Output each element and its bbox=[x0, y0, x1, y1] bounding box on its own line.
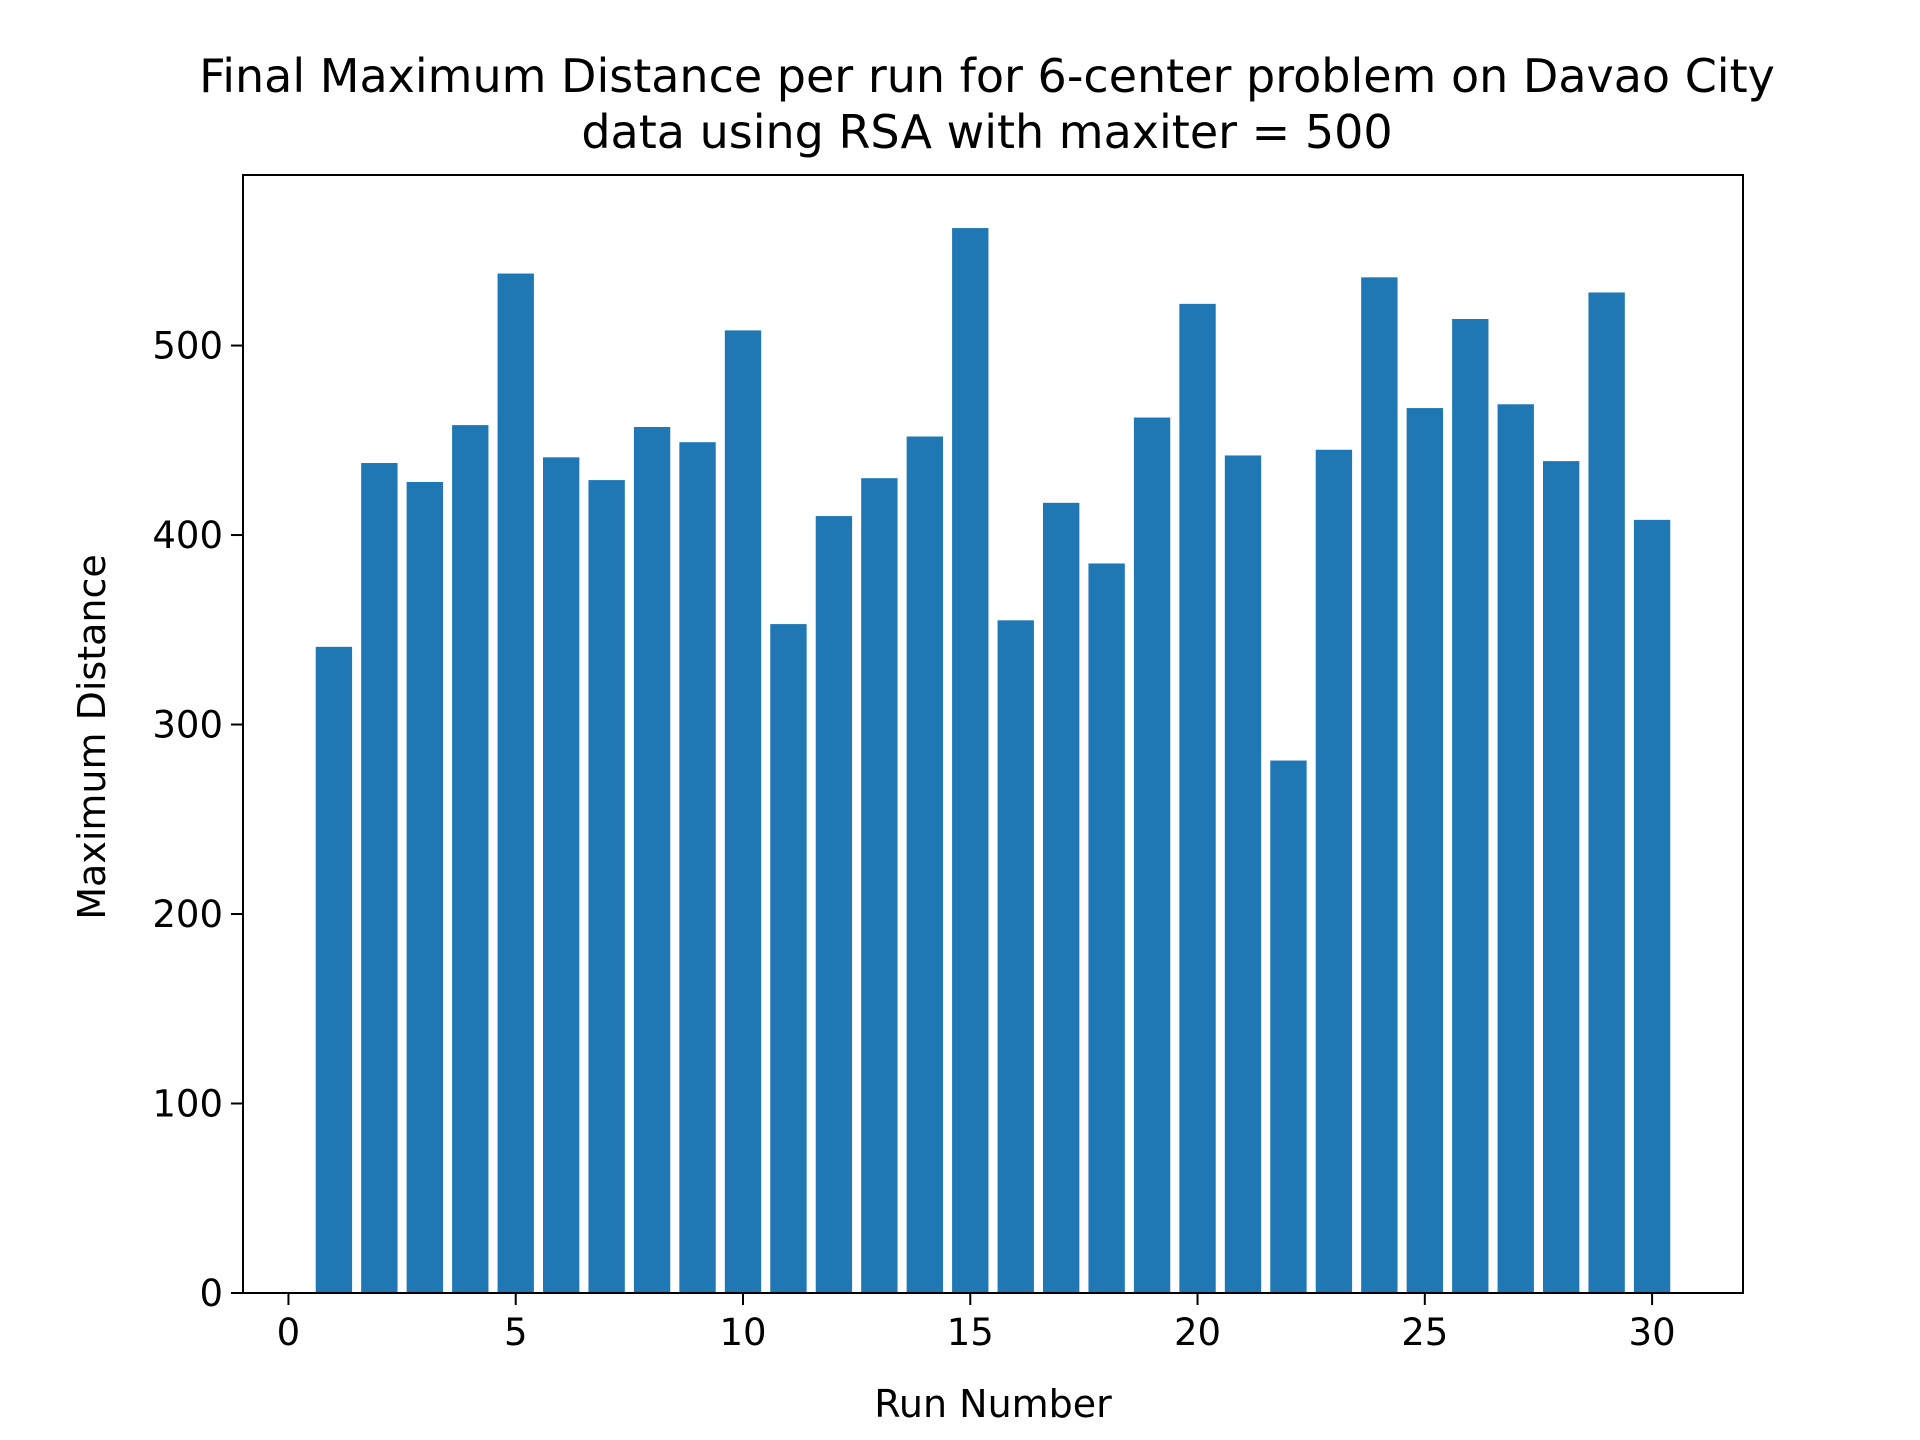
x-tick-label: 15 bbox=[947, 1311, 994, 1354]
bar-run-17 bbox=[1043, 502, 1080, 1293]
plot-area-frame bbox=[242, 174, 1744, 1294]
bar-run-9 bbox=[679, 442, 716, 1293]
chart-title-line-1: Final Maximum Distance per run for 6-cen… bbox=[199, 49, 1775, 103]
bar-run-24 bbox=[1361, 277, 1398, 1294]
bar-run-11 bbox=[770, 624, 807, 1293]
bar-run-20 bbox=[1179, 303, 1216, 1294]
y-tick-label: 400 bbox=[152, 514, 223, 557]
bar-run-22 bbox=[1270, 760, 1307, 1293]
chart-title-line-2: data using RSA with maxiter = 500 bbox=[581, 105, 1392, 159]
bar-run-6 bbox=[543, 457, 580, 1294]
bar-run-19 bbox=[1133, 417, 1171, 1293]
bar-run-27 bbox=[1497, 404, 1534, 1293]
y-tick-label: 500 bbox=[152, 325, 223, 368]
x-axis-ticks: 0 5 10 15 20 25 30 bbox=[277, 1293, 1676, 1354]
bar-run-16 bbox=[997, 620, 1034, 1293]
bar-run-4 bbox=[452, 425, 489, 1293]
bar-run-28 bbox=[1543, 461, 1580, 1293]
bar-run-23 bbox=[1315, 449, 1353, 1293]
bar-run-5 bbox=[497, 273, 534, 1293]
bar-run-3 bbox=[406, 481, 443, 1294]
x-tick-label: 5 bbox=[504, 1311, 528, 1354]
x-tick-label: 0 bbox=[277, 1311, 301, 1354]
x-tick-label: 10 bbox=[719, 1311, 766, 1354]
y-axis-ticks: 0 100 200 300 400 500 bbox=[152, 325, 243, 1315]
y-tick-label: 300 bbox=[152, 704, 223, 747]
y-tick-label: 200 bbox=[152, 893, 223, 936]
x-tick-label: 30 bbox=[1629, 1311, 1676, 1354]
bar-run-21 bbox=[1224, 455, 1262, 1293]
bar-run-2 bbox=[361, 463, 398, 1293]
bar-run-18 bbox=[1088, 563, 1125, 1293]
bar-run-7 bbox=[588, 480, 625, 1294]
y-tick-label: 100 bbox=[152, 1083, 223, 1126]
y-axis-label: Maximum Distance bbox=[70, 554, 114, 919]
x-tick-label: 20 bbox=[1174, 1311, 1221, 1354]
bar-run-30 bbox=[1633, 519, 1671, 1293]
x-tick-label: 25 bbox=[1401, 1311, 1448, 1354]
bar-run-14 bbox=[906, 436, 943, 1293]
bar-run-29 bbox=[1588, 292, 1625, 1294]
y-tick-label: 0 bbox=[199, 1272, 223, 1315]
x-axis-label: Run Number bbox=[874, 1382, 1112, 1426]
bar-run-1 bbox=[315, 646, 353, 1293]
bars-group bbox=[315, 228, 1671, 1294]
bar-run-26 bbox=[1452, 319, 1489, 1293]
bar-run-15 bbox=[952, 228, 989, 1293]
bar-run-10 bbox=[724, 330, 762, 1293]
bar-run-25 bbox=[1406, 408, 1443, 1293]
bar-run-13 bbox=[861, 478, 898, 1293]
bar-run-8 bbox=[633, 427, 671, 1293]
bar-run-12 bbox=[815, 516, 853, 1293]
